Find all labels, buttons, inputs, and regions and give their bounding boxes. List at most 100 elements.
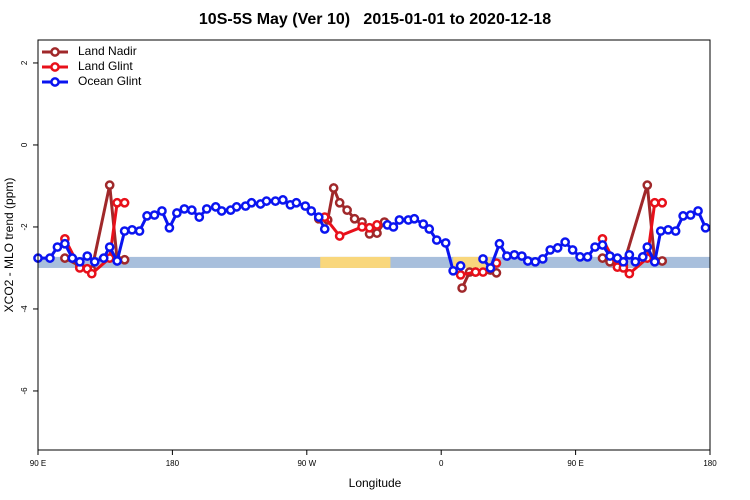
data-point [194, 212, 205, 222]
data-point [455, 270, 466, 280]
data-point [67, 253, 78, 263]
data-point [516, 251, 527, 261]
data-point [357, 222, 367, 232]
data-point [98, 253, 109, 263]
data-point [597, 253, 608, 263]
data-point [104, 242, 115, 252]
data-point [605, 251, 615, 261]
y-tick-label: -4 [20, 305, 29, 313]
data-point [52, 242, 63, 252]
legend-marker [50, 47, 60, 57]
data-point [349, 213, 360, 224]
data-point [530, 256, 541, 267]
data-point [597, 240, 608, 250]
data-point [119, 254, 130, 265]
data-point [74, 256, 85, 267]
data-point [342, 205, 352, 215]
data-point [670, 226, 681, 236]
data-point [313, 212, 324, 222]
data-point [104, 180, 115, 190]
x-axis-label: Longitude [349, 476, 402, 490]
data-point [231, 202, 242, 212]
data-point [494, 238, 505, 249]
legend-label: Ocean Glint [78, 74, 142, 88]
data-point [149, 210, 160, 220]
data-point [491, 268, 502, 278]
data-point [372, 228, 382, 238]
data-point [678, 211, 688, 221]
x-tick-label: 90 E [567, 459, 583, 468]
data-point [112, 256, 122, 266]
data-point [372, 220, 382, 230]
data-point [164, 222, 175, 233]
y-tick-label: 2 [20, 60, 29, 65]
legend-label: Land Glint [78, 59, 133, 73]
data-point [300, 201, 311, 211]
data-point [457, 283, 467, 293]
data-point [60, 253, 70, 263]
data-point [448, 265, 458, 276]
data-point [60, 238, 70, 249]
data-point [119, 197, 130, 208]
data-point [409, 213, 420, 224]
data-point [418, 219, 429, 229]
data-point [216, 206, 227, 216]
series-line [64, 182, 663, 289]
data-point [624, 249, 635, 260]
data-point [537, 254, 548, 264]
data-point [575, 252, 585, 262]
data-point [455, 261, 466, 271]
data-point [261, 196, 272, 206]
data-point [624, 268, 635, 279]
data-point [649, 256, 660, 267]
data-point [291, 197, 302, 208]
data-point [545, 245, 556, 255]
y-axis-label: XCO2 - MLO trend (ppm) [2, 178, 16, 313]
data-point [86, 268, 97, 279]
x-tick-label: 180 [703, 459, 717, 468]
x-tick-label: 180 [166, 459, 180, 468]
data-point [388, 222, 399, 232]
data-point [522, 256, 533, 266]
data-point [567, 245, 578, 255]
data-point [142, 211, 152, 221]
x-tick-label: 0 [439, 459, 444, 468]
data-point [394, 215, 405, 225]
data-point [270, 196, 281, 206]
data-point [618, 256, 629, 267]
data-point [478, 267, 488, 277]
data-point [655, 226, 666, 236]
data-point [693, 206, 703, 216]
data-point [134, 226, 145, 236]
data-point [186, 205, 197, 215]
data-point [657, 197, 668, 208]
data-point [334, 197, 345, 208]
legend-marker [50, 77, 60, 87]
legend-label: Land Nadir [78, 44, 137, 58]
data-point [509, 249, 520, 260]
data-point [328, 183, 339, 193]
data-point [424, 224, 435, 234]
data-point [630, 256, 641, 267]
data-point [642, 242, 653, 252]
data-point [119, 226, 130, 236]
data-point [82, 251, 93, 261]
data-point [642, 180, 653, 190]
data-point [700, 222, 711, 233]
data-point [306, 206, 317, 216]
data-point [685, 210, 696, 220]
y-tick-label: -2 [20, 223, 29, 231]
legend-marker [50, 62, 60, 72]
data-point [246, 197, 257, 208]
x-tick-label: 90 W [297, 459, 316, 468]
data-point [319, 224, 330, 234]
plot-frame [37, 39, 711, 451]
data-point [552, 243, 563, 253]
data-point [485, 263, 496, 273]
data-point [637, 252, 648, 262]
x-tick-label: 90 E [30, 459, 46, 468]
data-point [364, 222, 375, 233]
data-point [657, 256, 668, 266]
data-point [179, 204, 190, 214]
